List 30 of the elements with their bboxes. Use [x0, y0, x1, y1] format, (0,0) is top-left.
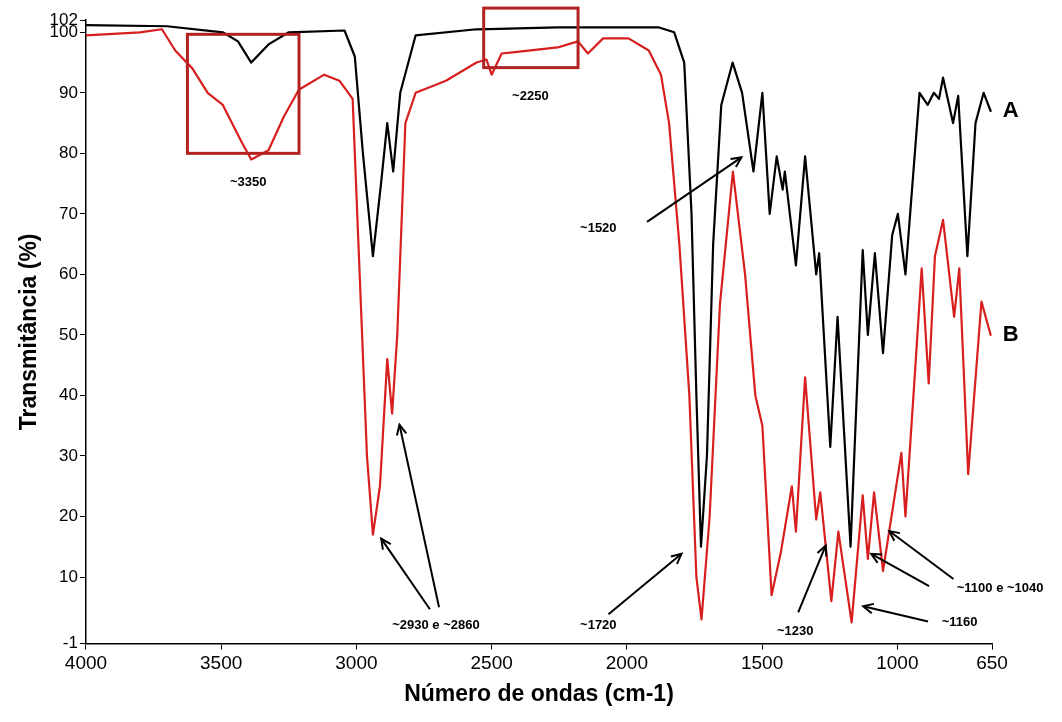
- y-tick-label: 50: [59, 324, 78, 344]
- annotation: ~1160: [941, 613, 978, 629]
- annotation: ~1520: [580, 220, 617, 236]
- y-axis-title: Transmitância (%): [15, 233, 42, 431]
- y-tick-label: 30: [59, 445, 78, 465]
- y-tick-label: 60: [59, 264, 78, 284]
- annotation: ~2250: [512, 88, 549, 104]
- x-tick-label: 2500: [470, 652, 513, 674]
- series-label: B: [1002, 320, 1019, 346]
- annotation: ~1230: [776, 622, 814, 638]
- y-tick-label: -1: [62, 633, 78, 653]
- x-tick-label: 3500: [200, 652, 243, 674]
- y-tick-label: 10: [59, 566, 78, 586]
- x-tick-label: 4000: [64, 652, 108, 674]
- annotation: ~2930 e ~2860: [392, 616, 480, 632]
- x-tick-label: 3000: [335, 652, 378, 674]
- x-tick-label: 2000: [605, 652, 649, 674]
- y-tick-label: 90: [59, 82, 78, 102]
- x-tick-label: 650: [976, 652, 1008, 674]
- annotation: ~1100 e ~1040: [956, 579, 1044, 595]
- x-tick-label: 1000: [876, 652, 919, 674]
- annotation: ~3350: [230, 174, 267, 190]
- y-tick-label: 40: [59, 385, 78, 405]
- series-label: A: [1002, 97, 1019, 123]
- x-tick-label: 1500: [740, 652, 784, 674]
- y-tick-label: 70: [59, 203, 78, 223]
- y-tick-label: 20: [59, 506, 78, 526]
- x-axis-title: Número de ondas (cm-1): [404, 679, 674, 706]
- y-tick-label: 80: [59, 143, 78, 163]
- annotation: ~1720: [580, 616, 617, 632]
